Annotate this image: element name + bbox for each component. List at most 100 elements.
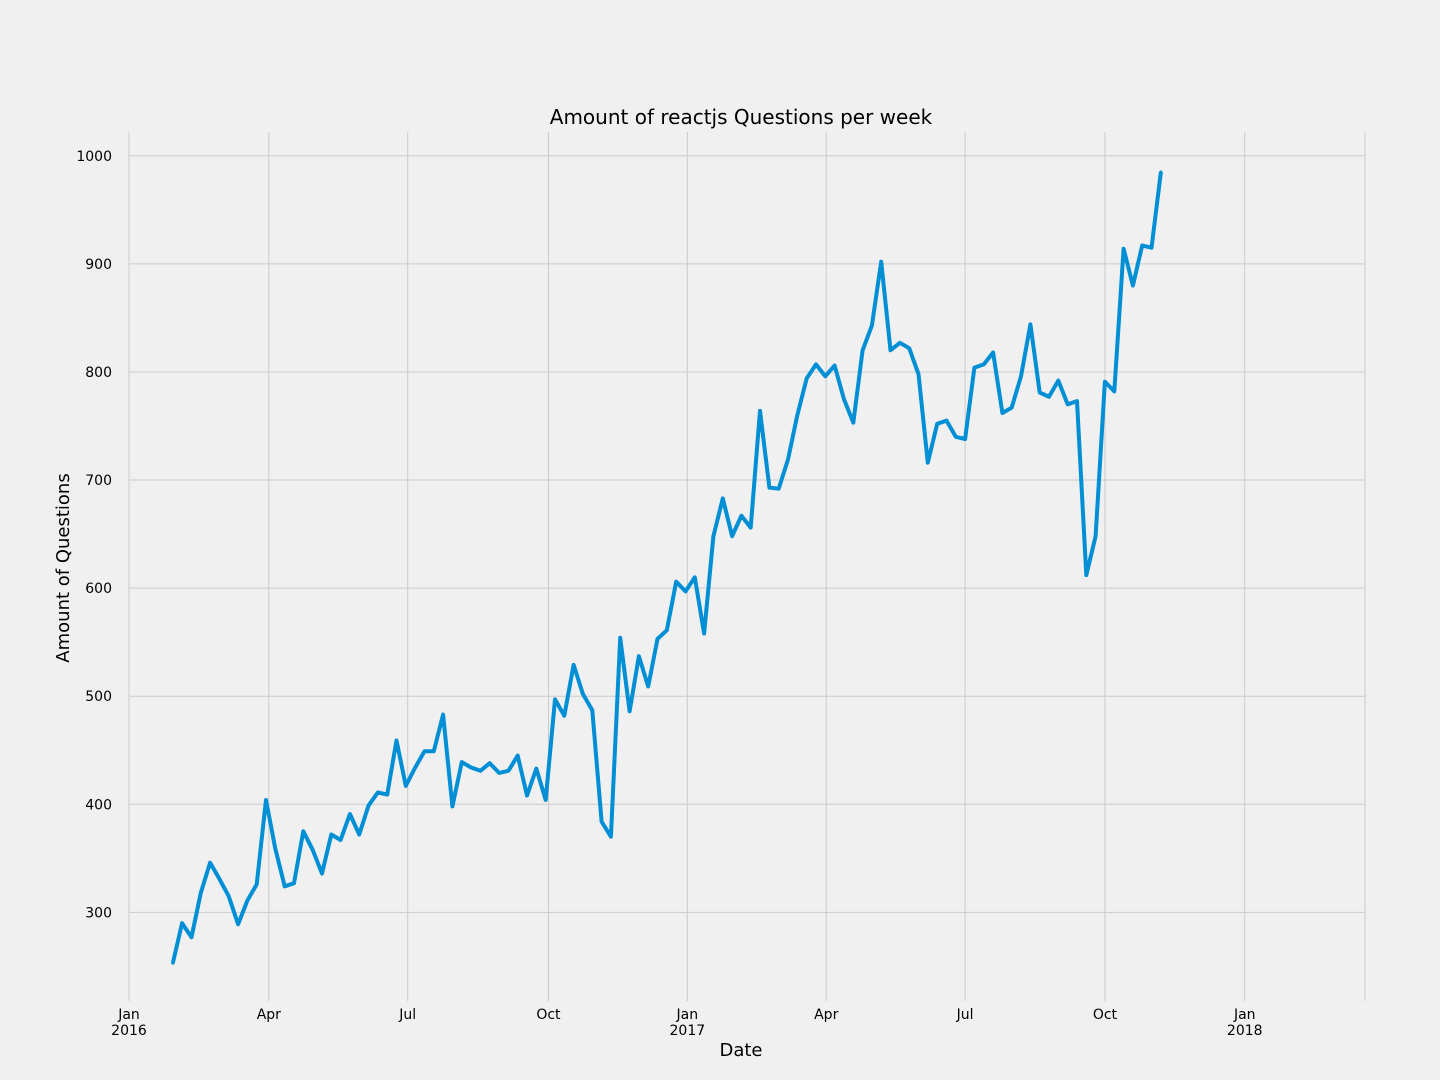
y-tick-label: 300 — [85, 905, 112, 921]
data-point — [786, 458, 790, 461]
data-point — [646, 685, 650, 688]
data-point — [525, 794, 529, 798]
data-point — [749, 526, 753, 530]
y-tick-label: 700 — [85, 473, 112, 489]
data-point — [1094, 534, 1098, 538]
data-point — [870, 324, 874, 327]
data-point — [721, 496, 725, 500]
data-point — [1000, 411, 1004, 415]
x-tick-label: Jan — [676, 1007, 699, 1023]
data-point — [1056, 379, 1060, 383]
data-point — [423, 749, 426, 753]
x-tick-label: Apr — [814, 1007, 838, 1023]
data-point — [609, 835, 613, 839]
x-tick-label: Jul — [956, 1007, 974, 1023]
data-point — [460, 760, 464, 764]
x-tick-label: Jan — [117, 1007, 140, 1023]
data-point — [441, 713, 445, 717]
data-point — [488, 761, 492, 765]
data-point — [711, 534, 715, 538]
x-tick-label: Jan — [1233, 1007, 1256, 1023]
data-point — [823, 374, 827, 378]
data-point — [991, 351, 995, 354]
series-line-questions — [170, 171, 1163, 964]
data-point — [954, 435, 958, 439]
data-point — [1112, 389, 1116, 393]
data-point — [562, 714, 566, 718]
data-point — [1084, 573, 1088, 577]
data-point — [1047, 395, 1051, 399]
data-point — [1140, 244, 1144, 247]
data-point — [413, 766, 417, 769]
data-point — [273, 847, 277, 851]
y-tick-label: 800 — [85, 365, 112, 381]
data-point — [199, 891, 203, 895]
data-point — [385, 793, 389, 797]
data-point — [1150, 246, 1153, 250]
data-point — [1131, 284, 1135, 287]
data-point — [889, 348, 892, 352]
data-point — [450, 804, 454, 808]
y-axis-label: Amount of Questions — [53, 473, 74, 662]
data-point — [404, 784, 408, 788]
data-point — [1066, 402, 1070, 406]
x-tick-label: Oct — [1093, 1007, 1118, 1023]
data-point — [553, 697, 557, 701]
data-point — [1075, 399, 1079, 403]
y-tick-label: 400 — [85, 797, 112, 813]
data-point — [898, 341, 902, 345]
data-point — [590, 708, 594, 712]
data-point — [879, 260, 883, 264]
data-point — [432, 749, 436, 753]
x-tick-year-label: 2018 — [1227, 1023, 1263, 1039]
data-point — [339, 838, 343, 842]
data-point — [581, 692, 585, 696]
data-point — [367, 803, 371, 807]
data-point — [1038, 391, 1042, 394]
data-point — [935, 422, 939, 426]
data-point — [478, 769, 482, 773]
x-tick-label: Jul — [398, 1007, 416, 1023]
data-point — [357, 833, 361, 836]
x-tick-year-label: 2017 — [670, 1023, 706, 1039]
x-tick-year-label: 2016 — [111, 1023, 147, 1039]
data-point — [842, 397, 846, 401]
data-point — [814, 362, 818, 366]
data-point — [311, 848, 315, 852]
data-point — [506, 769, 510, 773]
data-point — [739, 514, 743, 518]
data-point — [945, 419, 948, 423]
data-point — [693, 575, 697, 579]
data-point — [917, 372, 920, 376]
data-point — [208, 861, 212, 865]
data-point — [1103, 380, 1107, 384]
data-point — [833, 364, 837, 367]
data-point — [1159, 170, 1163, 174]
data-point — [907, 346, 911, 350]
data-point — [245, 899, 249, 902]
data-point — [283, 884, 287, 888]
data-point — [926, 461, 930, 465]
data-point — [795, 413, 799, 417]
data-point — [572, 663, 576, 667]
data-point — [628, 709, 632, 713]
data-point — [217, 877, 221, 881]
data-point — [376, 790, 380, 794]
chart-title: Amount of reactjs Questions per week — [550, 105, 933, 129]
data-point — [861, 348, 865, 352]
data-point — [982, 362, 986, 366]
data-point — [963, 437, 967, 441]
data-point — [180, 921, 184, 925]
y-tick-label: 900 — [85, 257, 112, 273]
x-axis-label: Date — [719, 1040, 762, 1061]
data-point — [702, 632, 706, 635]
data-point — [264, 798, 268, 802]
data-point — [516, 754, 520, 758]
data-point — [497, 771, 501, 775]
data-point — [1010, 406, 1014, 410]
data-point — [329, 833, 333, 836]
data-point — [348, 812, 352, 816]
data-point — [637, 654, 641, 658]
data-point — [767, 486, 771, 490]
